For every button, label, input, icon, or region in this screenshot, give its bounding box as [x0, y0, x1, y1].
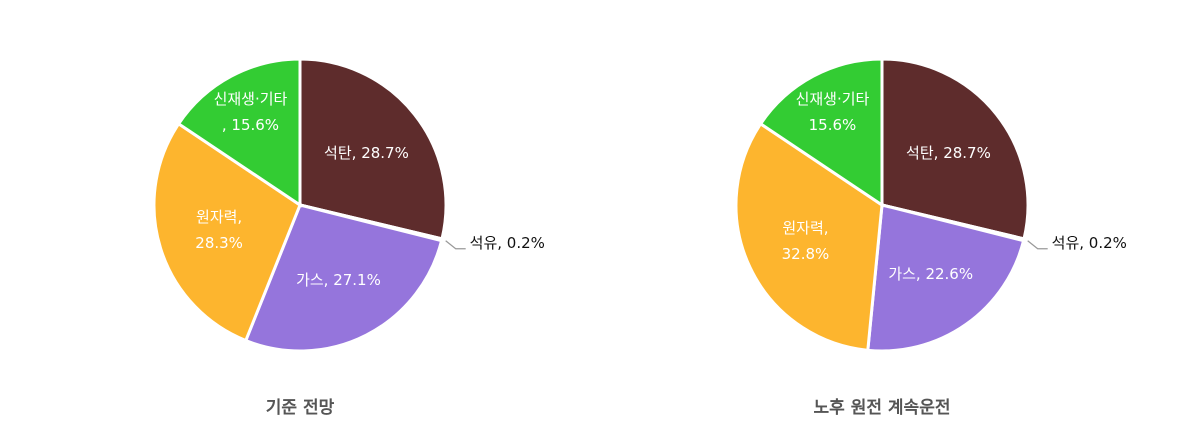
pie-slice [176, 57, 302, 208]
data-label: 신재생·기타 , 15.6% [213, 90, 288, 135]
data-label: 석탄, 28.7% [906, 143, 991, 162]
pie-slice [243, 203, 444, 353]
pie-slice [734, 121, 884, 352]
pie-slice [866, 203, 1026, 353]
data-label: 가스, 22.6% [888, 265, 974, 284]
data-label: 가스, 27.1% [296, 271, 381, 290]
leader-line [1027, 240, 1048, 250]
data-label: 석유, 0.2% [1051, 233, 1127, 252]
pie-slice [758, 57, 884, 208]
data-label: 원자력, 32.8% [781, 219, 830, 264]
chart-title: 기준 전망 [265, 398, 335, 418]
data-label: 석탄, 28.7% [324, 143, 409, 162]
leader-line [445, 240, 466, 250]
pie-slice [880, 57, 1030, 241]
pie-slice [298, 57, 448, 241]
pie-slice [152, 121, 302, 343]
data-label: 신재생·기타 15.6% [795, 90, 870, 135]
data-label: 석유, 0.2% [469, 233, 545, 252]
data-label: 원자력, 28.3% [195, 208, 243, 253]
chart-title: 노후 원전 계속운전 [813, 398, 951, 418]
